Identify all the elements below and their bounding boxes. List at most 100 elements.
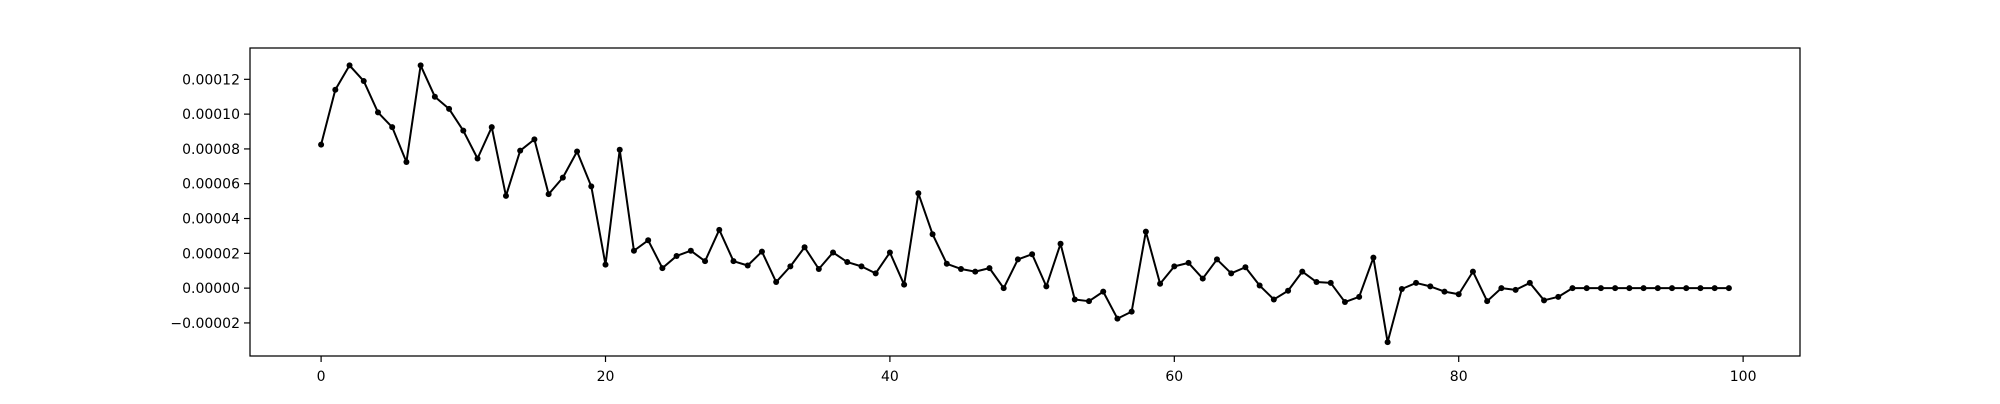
x-tick-label: 80 xyxy=(1450,369,1468,385)
data-point xyxy=(1711,285,1718,292)
data-point xyxy=(1512,286,1519,293)
data-point xyxy=(702,258,709,265)
y-tick-label: 0.00012 xyxy=(182,72,240,88)
data-point xyxy=(872,270,879,277)
data-point xyxy=(1057,240,1064,247)
data-point xyxy=(1583,285,1590,292)
data-point xyxy=(417,62,424,69)
data-point xyxy=(332,86,339,93)
data-point xyxy=(1199,275,1206,282)
data-point xyxy=(1597,285,1604,292)
data-point xyxy=(716,226,723,233)
plot-layer xyxy=(318,62,1732,346)
data-point xyxy=(773,279,780,286)
data-point xyxy=(1285,287,1292,294)
data-point xyxy=(1341,299,1348,306)
data-point xyxy=(1000,285,1007,292)
data-point xyxy=(943,260,950,267)
data-point xyxy=(1612,285,1619,292)
data-point xyxy=(1654,285,1661,292)
y-tick-label: −0.00002 xyxy=(170,316,240,332)
data-point xyxy=(886,249,893,256)
y-tick-label: 0.00010 xyxy=(182,107,240,123)
data-point xyxy=(758,248,765,255)
data-point xyxy=(446,105,453,112)
data-point xyxy=(545,191,552,198)
data-point xyxy=(488,124,495,131)
data-point xyxy=(346,62,353,69)
data-point xyxy=(1697,285,1704,292)
data-point xyxy=(1142,228,1149,235)
y-tick-label: 0.00002 xyxy=(182,246,240,262)
data-point xyxy=(1157,280,1164,287)
data-point xyxy=(403,158,410,165)
data-point xyxy=(1256,282,1263,289)
x-tick-label: 0 xyxy=(317,369,326,385)
x-tick-label: 60 xyxy=(1165,369,1183,385)
data-point xyxy=(616,146,623,153)
data-point xyxy=(1569,285,1576,292)
data-point xyxy=(460,127,467,134)
data-point xyxy=(1213,256,1220,263)
data-point xyxy=(844,259,851,266)
data-point xyxy=(929,231,936,238)
data-point xyxy=(1071,296,1078,303)
series-line xyxy=(320,64,1729,344)
data-point xyxy=(1100,288,1107,295)
x-tick-label: 100 xyxy=(1730,369,1757,385)
data-point xyxy=(1541,297,1548,304)
y-tick-label: 0.00008 xyxy=(182,142,240,158)
data-point xyxy=(673,252,680,259)
data-point xyxy=(1669,285,1676,292)
data-point xyxy=(915,190,922,197)
data-point xyxy=(986,265,993,272)
data-point xyxy=(1242,264,1249,271)
data-point xyxy=(858,263,865,270)
data-point xyxy=(1555,293,1562,300)
data-point xyxy=(730,258,737,265)
data-point xyxy=(1128,308,1135,315)
data-point xyxy=(1114,315,1121,322)
data-point xyxy=(1327,279,1334,286)
data-point xyxy=(588,183,595,190)
data-point xyxy=(659,265,666,272)
x-tick-label: 40 xyxy=(881,369,899,385)
data-point xyxy=(1313,279,1320,286)
data-point xyxy=(574,148,581,155)
data-point xyxy=(1085,298,1092,305)
data-point xyxy=(630,247,637,254)
axes-frame xyxy=(249,47,1801,357)
data-point xyxy=(602,261,609,268)
data-point xyxy=(318,141,325,148)
data-point xyxy=(830,249,837,256)
y-tick-label: 0.00000 xyxy=(182,281,240,297)
data-point xyxy=(787,263,794,270)
data-point xyxy=(1469,268,1476,275)
data-point xyxy=(1455,291,1462,298)
data-point xyxy=(1171,263,1178,270)
data-point xyxy=(1526,279,1533,286)
data-point xyxy=(360,78,367,85)
data-point xyxy=(1299,268,1306,275)
data-point xyxy=(972,268,979,275)
data-point xyxy=(559,174,566,181)
data-point xyxy=(502,192,509,199)
data-point xyxy=(958,265,965,272)
data-point xyxy=(1014,256,1021,263)
data-point xyxy=(1398,286,1405,293)
data-point xyxy=(1270,296,1277,303)
x-tick-label: 20 xyxy=(597,369,615,385)
data-point xyxy=(687,247,694,254)
data-point xyxy=(645,237,652,244)
data-point xyxy=(744,262,751,269)
data-point xyxy=(801,244,808,251)
data-point xyxy=(1498,285,1505,292)
data-point xyxy=(389,124,396,131)
data-point xyxy=(901,281,908,288)
data-point xyxy=(374,109,381,116)
y-tick-label: 0.00006 xyxy=(182,177,240,193)
data-point xyxy=(1413,279,1420,286)
data-point xyxy=(1427,283,1434,290)
